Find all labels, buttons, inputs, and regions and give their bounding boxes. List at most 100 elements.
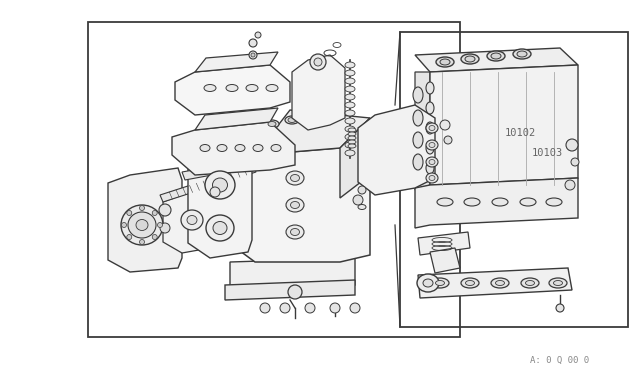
Ellipse shape xyxy=(205,171,235,199)
Circle shape xyxy=(280,303,290,313)
Circle shape xyxy=(159,204,171,216)
Polygon shape xyxy=(160,165,256,202)
Polygon shape xyxy=(195,52,278,72)
Ellipse shape xyxy=(426,122,434,134)
Ellipse shape xyxy=(271,144,281,151)
Polygon shape xyxy=(108,168,182,272)
Ellipse shape xyxy=(525,280,534,285)
Ellipse shape xyxy=(513,49,531,59)
Ellipse shape xyxy=(429,142,435,148)
Text: 10103: 10103 xyxy=(532,148,563,158)
Ellipse shape xyxy=(212,178,227,192)
Circle shape xyxy=(127,234,132,240)
Ellipse shape xyxy=(187,215,197,224)
Ellipse shape xyxy=(246,84,258,92)
Ellipse shape xyxy=(413,87,423,103)
Ellipse shape xyxy=(413,132,423,148)
Ellipse shape xyxy=(204,84,216,92)
Ellipse shape xyxy=(286,198,304,212)
Polygon shape xyxy=(188,148,252,258)
Ellipse shape xyxy=(492,198,508,206)
Ellipse shape xyxy=(253,144,263,151)
Ellipse shape xyxy=(345,78,355,84)
Ellipse shape xyxy=(265,120,279,128)
Polygon shape xyxy=(415,48,578,72)
Polygon shape xyxy=(415,178,578,228)
Circle shape xyxy=(122,222,127,228)
Circle shape xyxy=(556,304,564,312)
Ellipse shape xyxy=(345,94,355,100)
Circle shape xyxy=(157,222,163,228)
Ellipse shape xyxy=(549,278,567,288)
Polygon shape xyxy=(172,122,295,175)
Ellipse shape xyxy=(426,142,434,154)
Ellipse shape xyxy=(358,205,366,209)
Ellipse shape xyxy=(345,102,355,108)
Circle shape xyxy=(566,139,578,151)
Circle shape xyxy=(353,195,363,205)
Polygon shape xyxy=(225,280,355,300)
Circle shape xyxy=(350,303,360,313)
Circle shape xyxy=(444,136,452,144)
Ellipse shape xyxy=(348,140,356,144)
Ellipse shape xyxy=(136,219,148,231)
Ellipse shape xyxy=(345,118,355,124)
Circle shape xyxy=(358,186,366,194)
Ellipse shape xyxy=(520,198,536,206)
Ellipse shape xyxy=(348,132,356,136)
Ellipse shape xyxy=(465,280,474,285)
Ellipse shape xyxy=(521,278,539,288)
Polygon shape xyxy=(430,248,460,273)
Ellipse shape xyxy=(491,53,501,59)
Ellipse shape xyxy=(413,110,423,126)
Polygon shape xyxy=(195,108,278,130)
Ellipse shape xyxy=(181,210,203,230)
Circle shape xyxy=(288,285,302,299)
Text: 10102: 10102 xyxy=(505,128,536,138)
Ellipse shape xyxy=(429,176,435,180)
Ellipse shape xyxy=(266,84,278,92)
Ellipse shape xyxy=(285,116,299,124)
Ellipse shape xyxy=(464,198,480,206)
Ellipse shape xyxy=(426,82,434,94)
Circle shape xyxy=(330,303,340,313)
Text: A: 0 Q 00 0: A: 0 Q 00 0 xyxy=(531,356,589,365)
Ellipse shape xyxy=(426,123,438,133)
Ellipse shape xyxy=(495,280,504,285)
Ellipse shape xyxy=(517,51,527,57)
Ellipse shape xyxy=(348,144,356,148)
Ellipse shape xyxy=(348,136,356,140)
Ellipse shape xyxy=(345,70,355,76)
Polygon shape xyxy=(358,105,435,195)
Ellipse shape xyxy=(429,125,435,131)
Ellipse shape xyxy=(461,54,479,64)
Ellipse shape xyxy=(423,279,433,287)
Ellipse shape xyxy=(206,215,234,241)
Polygon shape xyxy=(418,232,470,255)
Ellipse shape xyxy=(440,59,450,65)
Ellipse shape xyxy=(345,86,355,92)
Ellipse shape xyxy=(345,110,355,116)
Ellipse shape xyxy=(325,110,339,118)
Circle shape xyxy=(127,211,132,215)
Ellipse shape xyxy=(413,154,423,170)
Ellipse shape xyxy=(431,278,449,288)
Ellipse shape xyxy=(286,171,304,185)
Bar xyxy=(88,22,460,337)
Ellipse shape xyxy=(345,150,355,156)
Circle shape xyxy=(255,32,261,38)
Circle shape xyxy=(310,54,326,70)
Circle shape xyxy=(152,211,157,215)
Circle shape xyxy=(565,180,575,190)
Circle shape xyxy=(314,58,322,66)
Ellipse shape xyxy=(217,144,227,151)
Polygon shape xyxy=(182,167,212,180)
Ellipse shape xyxy=(305,113,319,121)
Ellipse shape xyxy=(200,144,210,151)
Ellipse shape xyxy=(291,174,300,182)
Circle shape xyxy=(440,120,450,130)
Ellipse shape xyxy=(308,115,316,119)
Ellipse shape xyxy=(291,228,300,235)
Ellipse shape xyxy=(288,118,296,122)
Circle shape xyxy=(260,303,270,313)
